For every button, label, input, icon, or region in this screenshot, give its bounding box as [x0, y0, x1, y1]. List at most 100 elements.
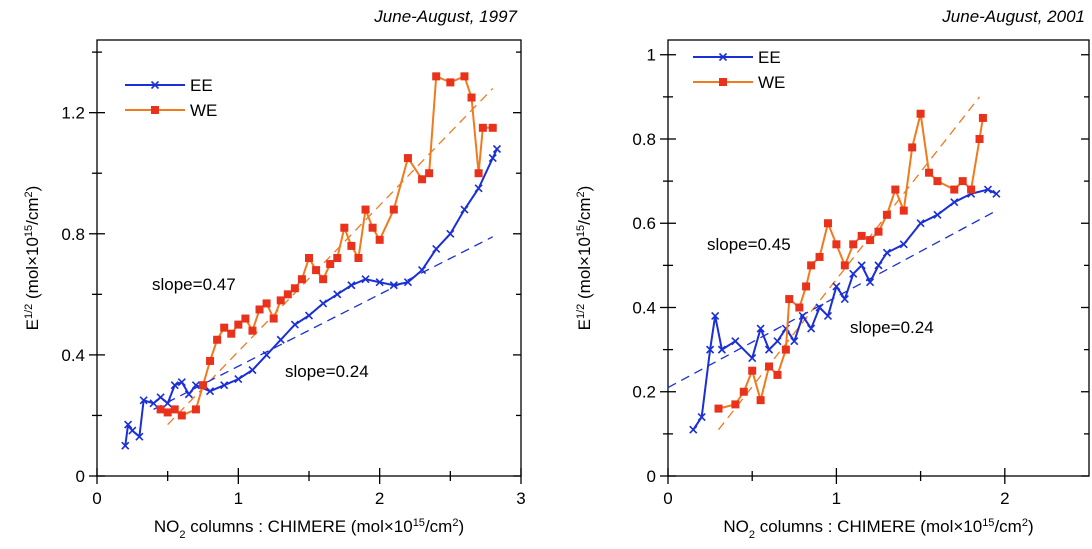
marker	[460, 72, 469, 81]
marker	[262, 350, 271, 359]
x-tick-label: 0	[663, 489, 672, 508]
marker	[899, 240, 908, 249]
marker	[333, 290, 342, 299]
marker	[488, 123, 497, 132]
marker	[135, 432, 144, 441]
marker	[823, 311, 833, 320]
marker	[711, 311, 720, 320]
y-tick-label: 0.6	[632, 214, 656, 233]
marker	[163, 408, 172, 417]
marker	[319, 299, 328, 308]
fit-line	[167, 87, 494, 425]
label-part: E	[23, 319, 42, 330]
marker	[269, 314, 278, 323]
label-part: )	[23, 186, 42, 192]
y-tick-label: 1	[647, 46, 656, 65]
marker	[297, 275, 306, 284]
marker	[139, 396, 148, 405]
marker	[773, 370, 782, 379]
marker	[474, 184, 483, 193]
y-tick-label: 0	[647, 467, 656, 486]
marker	[347, 281, 356, 290]
marker	[151, 106, 159, 114]
marker	[689, 425, 698, 434]
marker	[785, 295, 794, 304]
marker	[492, 144, 502, 154]
marker	[731, 337, 740, 346]
legend-label: WE	[190, 101, 217, 120]
marker	[191, 381, 200, 390]
marker	[248, 326, 257, 335]
label-part: )	[575, 186, 594, 192]
series-line	[692, 188, 997, 431]
marker	[815, 303, 824, 312]
marker	[312, 266, 321, 275]
panel-title: June-August, 1997	[373, 7, 517, 26]
marker	[815, 252, 824, 261]
label-part: NO	[723, 517, 749, 536]
marker	[124, 420, 133, 429]
marker	[432, 72, 441, 81]
marker	[206, 356, 215, 365]
marker	[347, 241, 356, 250]
label-part: 2	[179, 529, 185, 541]
marker	[731, 400, 740, 409]
marker	[227, 329, 236, 338]
x-tick-label: 3	[516, 489, 525, 508]
marker	[333, 254, 342, 262]
marker	[925, 168, 934, 177]
marker	[857, 261, 866, 270]
marker	[899, 206, 908, 215]
marker	[706, 345, 715, 354]
legend-label: EE	[190, 76, 213, 95]
label-part: /cm	[425, 517, 452, 536]
legend-label: WE	[758, 73, 785, 92]
marker	[467, 93, 476, 102]
y-tick-label: 0.8	[632, 130, 656, 149]
marker	[866, 278, 875, 287]
marker	[375, 235, 384, 244]
marker	[719, 78, 727, 86]
label-part: /cm	[23, 197, 42, 224]
marker	[891, 185, 900, 194]
x-axis-label: NO2 columns : CHIMERE (mol×1015/cm2)	[154, 517, 464, 541]
label-part: 2	[575, 191, 587, 197]
marker	[276, 296, 285, 305]
marker	[739, 387, 748, 396]
legend-label: EE	[758, 48, 781, 67]
marker	[418, 175, 427, 184]
marker	[354, 254, 363, 262]
marker	[866, 236, 875, 245]
marker	[163, 399, 172, 408]
marker	[213, 335, 222, 344]
label-part: 1/2	[23, 304, 35, 319]
marker	[184, 390, 193, 399]
marker	[798, 311, 807, 320]
label-part: )	[1028, 517, 1034, 536]
marker	[262, 299, 271, 308]
marker	[177, 378, 186, 387]
marker	[248, 365, 257, 375]
label-part: 2	[749, 529, 755, 541]
marker	[191, 405, 200, 414]
marker	[748, 353, 757, 363]
marker	[718, 52, 728, 62]
marker	[460, 205, 469, 214]
y-tick-label: 1.2	[61, 104, 85, 123]
marker	[283, 290, 292, 299]
x-axis-label: NO2 columns : CHIMERE (mol×1015/cm2)	[723, 517, 1033, 541]
label-part: /cm	[575, 197, 594, 224]
marker	[916, 109, 925, 118]
marker	[368, 223, 377, 232]
x-tick-label: 1	[832, 489, 841, 508]
marker	[933, 177, 942, 186]
marker	[389, 281, 398, 290]
label-part: (mol×10	[575, 237, 594, 304]
label-part: 1/2	[575, 304, 587, 319]
marker	[255, 305, 264, 314]
x-tick-label: 2	[1000, 489, 1009, 508]
x-tick-label: 0	[92, 489, 101, 508]
marker	[916, 219, 925, 228]
marker	[950, 198, 959, 207]
